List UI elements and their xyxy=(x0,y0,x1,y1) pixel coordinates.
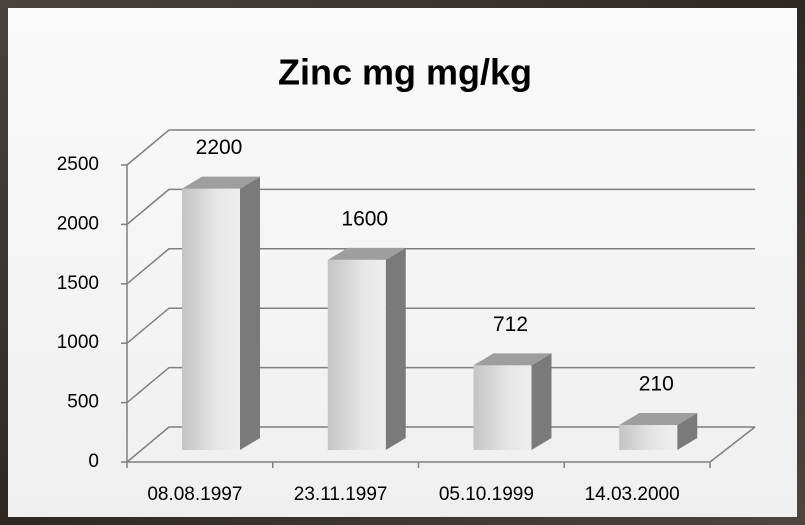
x-tick-label: 14.03.2000 xyxy=(585,484,680,505)
data-label: 2200 xyxy=(196,136,243,159)
bar-side xyxy=(240,176,260,450)
y-tick-label: 0 xyxy=(88,451,99,472)
bar-top xyxy=(182,176,260,189)
bar-side xyxy=(385,247,406,450)
x-tick-label: 05.10.1999 xyxy=(439,484,534,505)
plot-area: 0 500 1000 1500 2000 2500 08.08.1997 2200 23.11.… xyxy=(57,129,756,505)
chart-title: Zinc mg mg/kg xyxy=(278,52,532,93)
bar-top xyxy=(473,353,552,366)
data-label: 210 xyxy=(639,373,674,396)
grid-line xyxy=(126,426,755,463)
grid-line xyxy=(126,366,755,404)
data-label: 1600 xyxy=(341,207,388,230)
grid-line xyxy=(126,129,755,166)
y-tick-label: 1000 xyxy=(57,332,99,353)
bar-side xyxy=(677,413,698,450)
bar-side xyxy=(531,353,552,450)
bar-top xyxy=(619,413,698,426)
y-tick-label: 2500 xyxy=(57,154,99,175)
bar xyxy=(327,259,386,450)
grid-line xyxy=(126,188,755,225)
bar-top xyxy=(327,247,406,260)
grid-line xyxy=(126,307,755,344)
bar xyxy=(473,365,532,450)
grid-line xyxy=(126,248,755,285)
x-tick-label: 23.11.1997 xyxy=(294,484,388,505)
y-tick-label: 2000 xyxy=(57,213,99,234)
y-tick-label: 1500 xyxy=(57,273,99,294)
bar xyxy=(182,188,240,450)
x-tick-label: 08.08.1997 xyxy=(147,484,242,505)
bar xyxy=(619,425,678,450)
y-tick-label: 500 xyxy=(67,392,99,413)
data-label: 712 xyxy=(493,313,528,336)
